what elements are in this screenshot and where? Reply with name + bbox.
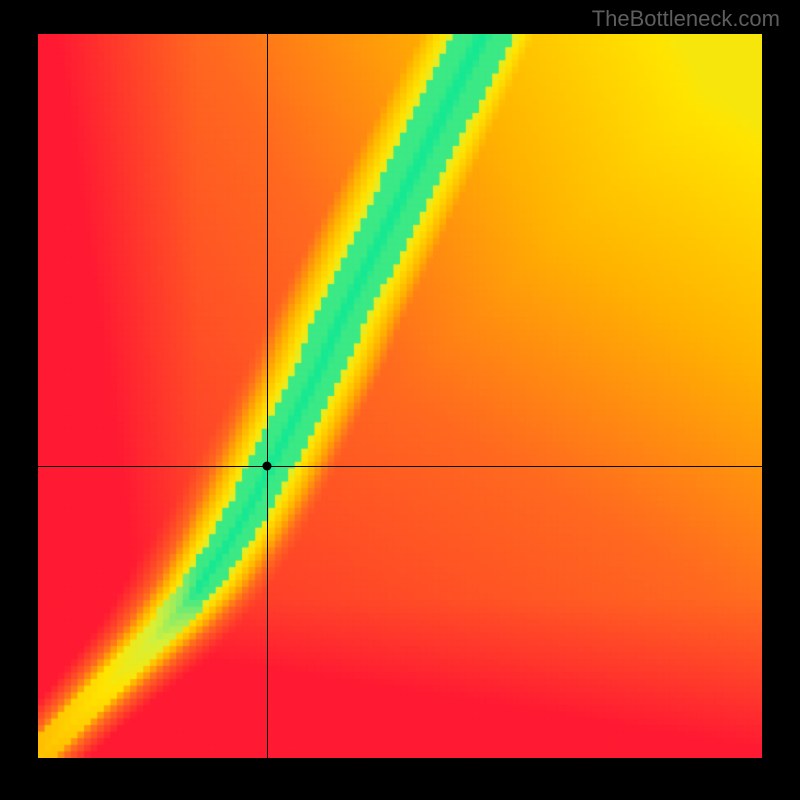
watermark-text: TheBottleneck.com bbox=[592, 6, 780, 32]
bottleneck-heatmap bbox=[38, 34, 762, 758]
heatmap-canvas bbox=[38, 34, 762, 758]
crosshair-horizontal bbox=[38, 466, 762, 467]
crosshair-vertical bbox=[267, 34, 268, 758]
selected-point-marker bbox=[262, 462, 271, 471]
